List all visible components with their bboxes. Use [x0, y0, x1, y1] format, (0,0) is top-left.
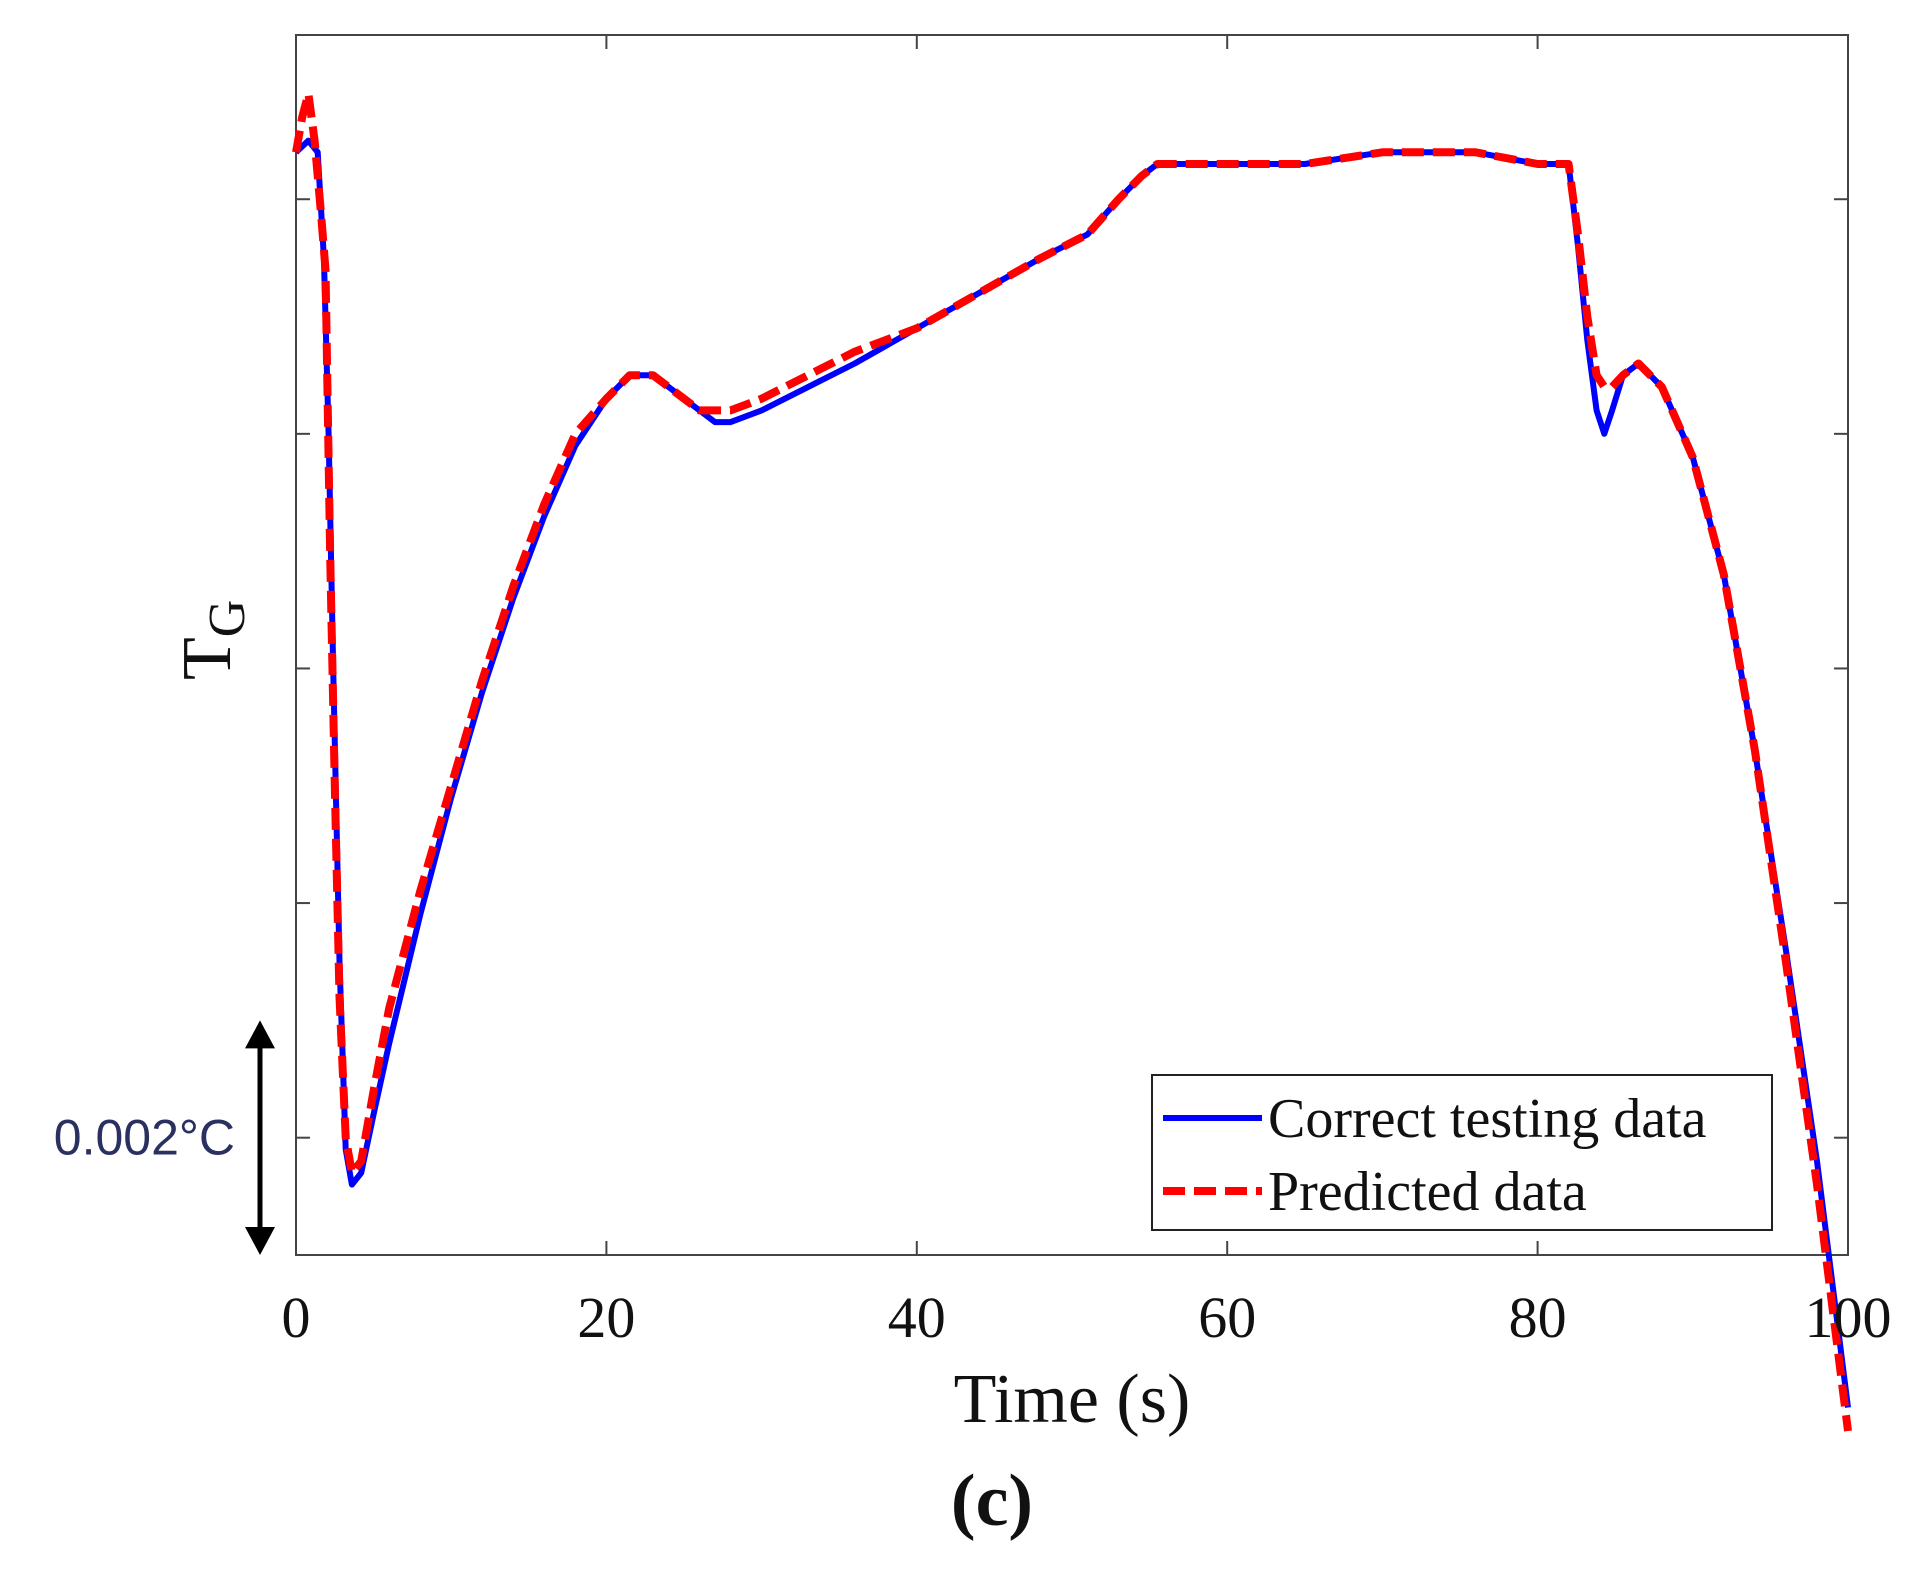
- x-axis-title: Time (s): [954, 1361, 1191, 1438]
- x-tick-labels: 0 20 40 60 80 100: [282, 1285, 1892, 1350]
- y-axis-title-subscript: G: [199, 600, 256, 638]
- scale-bar: 0.002°C: [54, 1020, 275, 1255]
- scale-bar-label: 0.002°C: [54, 1110, 235, 1166]
- y-axis-title-main: T: [169, 637, 246, 680]
- legend-box: [1151, 1074, 1773, 1231]
- scale-bar-arrow-up-icon: [245, 1020, 275, 1049]
- x-tick-label-3: 60: [1198, 1285, 1256, 1350]
- x-tick-label-5: 100: [1805, 1285, 1892, 1350]
- panel-label: (c): [951, 1460, 1033, 1542]
- legend: Correct testing data Predicted data: [1151, 1074, 1773, 1231]
- legend-label-predicted-data: Predicted data: [1268, 1161, 1587, 1223]
- axis-ticks: [295, 35, 1849, 1255]
- scale-bar-arrow-down-icon: [245, 1227, 275, 1255]
- y-axis-title: TG: [169, 600, 256, 680]
- legend-label-correct-testing-data: Correct testing data: [1268, 1088, 1707, 1150]
- series-lines: [292, 89, 1852, 1432]
- x-tick-label-4: 80: [1509, 1285, 1567, 1350]
- plot-frame: [295, 34, 1849, 1256]
- series-line-predicted-data: [292, 89, 1852, 1432]
- x-tick-label-2: 40: [888, 1285, 946, 1350]
- x-tick-label-1: 20: [577, 1285, 635, 1350]
- x-tick-label-0: 0: [282, 1285, 311, 1350]
